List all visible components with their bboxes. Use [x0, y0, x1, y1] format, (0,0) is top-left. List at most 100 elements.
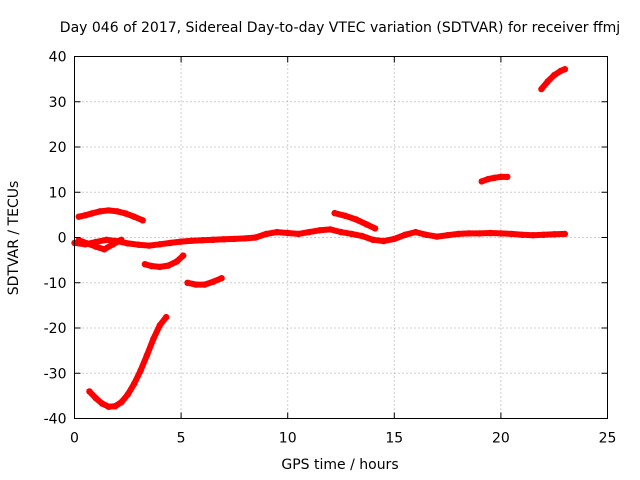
y-tick-label: -10 — [44, 276, 67, 292]
data-point — [551, 71, 558, 79]
x-tick-label: 0 — [70, 431, 79, 447]
data-point — [519, 231, 526, 238]
data-point — [401, 231, 409, 238]
data-point — [118, 236, 125, 243]
data-point — [455, 230, 462, 238]
data-point — [561, 66, 569, 73]
data-point — [263, 230, 270, 238]
data-point — [141, 261, 149, 268]
data-point — [199, 237, 206, 244]
data-point — [124, 391, 131, 398]
data-point — [369, 236, 377, 243]
data-point — [497, 173, 505, 181]
data-point — [551, 231, 558, 238]
data-point — [529, 232, 537, 239]
data-point — [331, 209, 338, 217]
data-point — [497, 230, 505, 237]
data-point — [92, 394, 100, 402]
data-point — [371, 225, 379, 232]
data-point — [391, 235, 398, 243]
data-point — [423, 231, 430, 238]
x-tick-label: 25 — [599, 431, 617, 447]
data-point — [508, 230, 515, 238]
y-tick-label: -20 — [44, 321, 67, 337]
y-tick-label: 10 — [49, 185, 67, 201]
data-point — [118, 399, 125, 406]
data-point — [504, 173, 511, 181]
data-point — [163, 313, 170, 321]
y-tick-label: 20 — [49, 140, 67, 156]
data-point — [92, 243, 100, 250]
data-point — [84, 240, 91, 247]
data-point — [101, 246, 108, 253]
data-point — [295, 230, 302, 238]
data-point — [538, 85, 545, 93]
data-point — [188, 237, 195, 244]
x-tick-label: 10 — [279, 431, 297, 447]
data-point — [380, 237, 387, 245]
data-point — [105, 207, 112, 214]
data-point — [192, 281, 200, 288]
chart-title: Day 046 of 2017, Sidereal Day-to-day VTE… — [60, 20, 620, 36]
data-point — [131, 380, 138, 387]
x-tick-label: 5 — [177, 431, 186, 447]
y-tick-label: 40 — [49, 50, 67, 66]
data-point — [544, 78, 551, 85]
data-point — [137, 367, 144, 374]
data-point — [145, 242, 153, 249]
data-point — [143, 351, 151, 359]
data-point — [478, 178, 485, 185]
data-point — [150, 335, 157, 343]
data-point — [465, 230, 473, 237]
data-point — [337, 228, 345, 236]
data-point — [75, 213, 83, 220]
data-point — [352, 216, 360, 223]
data-point — [124, 240, 131, 247]
data-point — [327, 226, 334, 233]
data-point — [88, 210, 95, 217]
x-tick-label: 15 — [385, 431, 403, 447]
data-point — [173, 258, 180, 265]
y-axis-label: SDTVAR / TECUs — [6, 181, 22, 296]
data-point — [148, 262, 155, 270]
series-group — [71, 66, 569, 410]
data-point — [99, 400, 106, 407]
data-point — [113, 208, 121, 215]
data-point — [348, 230, 355, 238]
data-point — [540, 231, 547, 238]
data-point — [209, 236, 217, 243]
data-point — [363, 221, 370, 228]
x-axis-label: GPS time / hours — [281, 457, 398, 473]
data-point — [209, 278, 217, 285]
data-point — [305, 228, 313, 236]
data-point — [342, 212, 349, 219]
y-tick-label: -40 — [44, 412, 67, 428]
data-point — [75, 237, 83, 244]
data-point — [476, 230, 483, 237]
data-point — [82, 212, 89, 219]
data-point — [111, 403, 119, 410]
data-point — [122, 210, 129, 217]
y-tick-label: -30 — [44, 366, 67, 382]
data-point — [284, 229, 291, 237]
data-point — [180, 252, 187, 259]
data-point — [273, 228, 281, 236]
data-point — [491, 174, 498, 181]
data-point — [241, 235, 249, 242]
data-point — [184, 279, 191, 286]
data-point — [218, 275, 225, 282]
data-point — [139, 217, 146, 224]
data-point — [412, 228, 419, 236]
data-point — [109, 241, 117, 248]
data-point — [167, 239, 174, 247]
data-point — [156, 263, 163, 271]
data-point — [433, 233, 441, 240]
data-point — [484, 175, 492, 183]
data-point — [96, 208, 104, 215]
data-point — [86, 388, 93, 395]
data-point — [131, 213, 138, 220]
data-point — [316, 227, 323, 234]
data-point — [220, 236, 227, 243]
data-point — [165, 262, 172, 269]
